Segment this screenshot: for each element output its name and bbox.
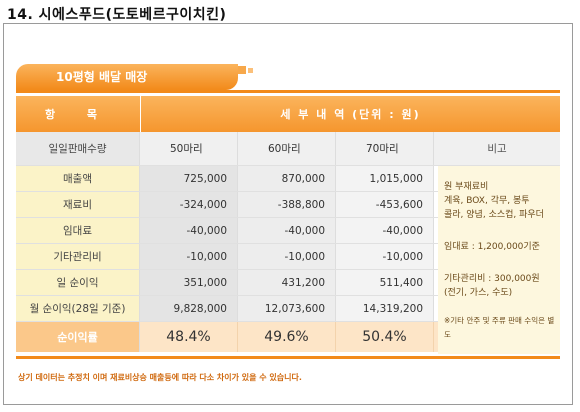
row-label: 재료비 <box>16 192 140 217</box>
note-extra-income: ※기타 안주 및 주류 판매 수익은 별도 <box>444 316 555 339</box>
row-value: 12,073,600 <box>238 296 336 321</box>
subheader-col1: 50마리 <box>140 132 238 165</box>
row-value: -10,000 <box>238 244 336 269</box>
table-subheader: 일일판매수량 50마리 60마리 70마리 비고 <box>16 132 560 166</box>
subheader-label: 일일판매수량 <box>16 132 140 165</box>
note-materials-line1: 계육, BOX, 각무, 봉투 <box>444 196 530 206</box>
profit-rate-value: 48.4% <box>140 322 238 352</box>
decor-square <box>238 66 246 74</box>
profit-rate-value: 50.4% <box>336 322 434 352</box>
row-value: -40,000 <box>238 218 336 243</box>
header-item: 항 목 <box>16 96 141 132</box>
page-heading: 14. 시에스푸드(도토베르구이치킨) <box>7 7 227 23</box>
row-value: -388,800 <box>238 192 336 217</box>
row-label: 월 순이익(28일 기준) <box>16 296 140 321</box>
row-value: -453,600 <box>336 192 434 217</box>
profit-rate-label: 순이익률 <box>16 322 140 352</box>
row-value: -10,000 <box>140 244 238 269</box>
top-divider <box>16 90 560 93</box>
row-value: 14,319,200 <box>336 296 434 321</box>
table-row: 기타관리비 -10,000 -10,000 -10,000 <box>16 244 560 270</box>
table-row: 매출액 725,000 870,000 1,015,000 <box>16 166 560 192</box>
table-row: 일 순이익 351,000 431,200 511,400 <box>16 270 560 296</box>
table-header: 항 목 세 부 내 역 (단위 : 원) <box>16 96 560 132</box>
row-value: -40,000 <box>140 218 238 243</box>
subheader-note: 비고 <box>487 143 507 155</box>
profit-rate-value: 49.6% <box>238 322 336 352</box>
notes-panel: 원 부재료비 계육, BOX, 각무, 봉투 콜라, 양념, 소스컵, 파우더 … <box>438 166 560 354</box>
note-misc-line2: (전기, 가스, 수도) <box>444 288 513 298</box>
note-misc-line1: 기타관리비 : 300,000원 <box>444 274 540 284</box>
table-row: 임대료 -40,000 -40,000 -40,000 <box>16 218 560 244</box>
row-value: 9,828,000 <box>140 296 238 321</box>
row-value: -324,000 <box>140 192 238 217</box>
subheader-col3: 70마리 <box>336 132 434 165</box>
row-value: -40,000 <box>336 218 434 243</box>
row-value: 351,000 <box>140 270 238 295</box>
row-value: 431,200 <box>238 270 336 295</box>
row-label: 임대료 <box>16 218 140 243</box>
row-label: 기타관리비 <box>16 244 140 269</box>
row-value: 870,000 <box>238 166 336 191</box>
note-materials-line2: 콜라, 양념, 소스컵, 파우더 <box>444 210 544 220</box>
store-type-tab: 10평형 배달 매장 <box>16 64 253 90</box>
subheader-col2: 60마리 <box>238 132 336 165</box>
table-row: 재료비 -324,000 -388,800 -453,600 <box>16 192 560 218</box>
bottom-divider <box>16 356 560 359</box>
row-label: 일 순이익 <box>16 270 140 295</box>
tab-title: 10평형 배달 매장 <box>56 70 148 84</box>
note-rent: 임대료 : 1,200,000기준 <box>444 242 540 252</box>
row-value: 1,015,000 <box>336 166 434 191</box>
note-materials-title: 원 부재료비 <box>444 182 489 192</box>
table-row: 월 순이익(28일 기준) 9,828,000 12,073,600 14,31… <box>16 296 560 322</box>
profit-table: 항 목 세 부 내 역 (단위 : 원) 일일판매수량 50마리 60마리 70… <box>16 96 560 352</box>
footer-disclaimer: 상기 데이터는 추정치 이며 재료비상승 매출등에 따라 다소 차이가 있을 수… <box>18 373 302 382</box>
row-value: -10,000 <box>336 244 434 269</box>
row-label: 매출액 <box>16 166 140 191</box>
decor-square-small <box>248 68 253 73</box>
row-value: 511,400 <box>336 270 434 295</box>
header-detail: 세 부 내 역 (단위 : 원) <box>280 108 421 121</box>
row-value: 725,000 <box>140 166 238 191</box>
